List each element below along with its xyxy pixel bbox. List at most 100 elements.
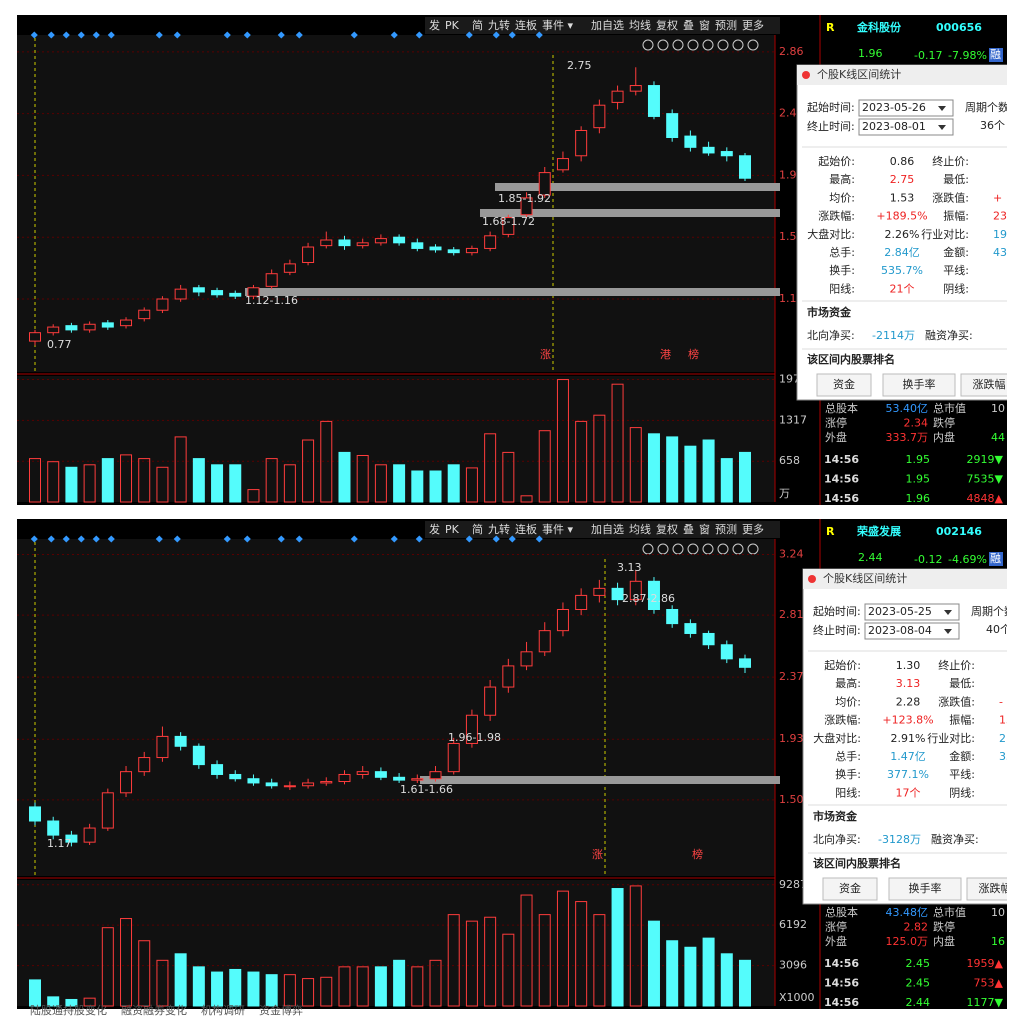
toolbar-button[interactable]: 窗	[699, 522, 710, 536]
date-select[interactable]	[858, 118, 954, 136]
tool-icon[interactable]	[717, 543, 729, 555]
candle-body	[484, 235, 497, 249]
toolbar-button[interactable]: 预测	[715, 19, 737, 32]
toolbar-button[interactable]: 均线	[629, 18, 651, 32]
candle-body	[47, 820, 60, 836]
tab-button[interactable]	[966, 877, 1023, 901]
footer-tab[interactable]: 陆股通持股变化	[30, 1003, 107, 1017]
tool-icon[interactable]	[732, 39, 744, 51]
popup-title: 个股K线区间统计	[817, 67, 901, 81]
volume-bar	[265, 458, 278, 503]
toolbar-button[interactable]: 预测	[715, 523, 737, 536]
stat-label: 大盘对比:	[807, 227, 855, 241]
toolbar-button[interactable]: 发	[429, 522, 440, 536]
tool-icon[interactable]	[642, 543, 654, 555]
date-select[interactable]	[858, 99, 954, 117]
info-cell: 内盘	[933, 934, 955, 948]
date-select[interactable]	[864, 603, 960, 621]
toolbar-button[interactable]: 连板	[515, 522, 537, 536]
toolbar-button[interactable]: 加自选	[591, 19, 624, 32]
tab-button[interactable]	[888, 877, 962, 901]
tool-icon[interactable]	[672, 543, 684, 555]
price-change-pct: -7.98%	[948, 49, 987, 62]
toolbar-button[interactable]: 九转	[488, 18, 510, 32]
candle-body	[65, 834, 78, 843]
tool-icon[interactable]	[672, 39, 684, 51]
tab-button[interactable]	[822, 877, 878, 901]
footer-tab[interactable]: 机构调研	[201, 1003, 245, 1017]
tool-icon[interactable]	[657, 39, 669, 51]
tool-icon[interactable]	[657, 543, 669, 555]
tool-icon[interactable]	[687, 543, 699, 555]
date-select[interactable]	[864, 622, 960, 640]
tab-button[interactable]	[960, 373, 1017, 397]
toolbar-button[interactable]: PK	[445, 19, 460, 32]
section-title: 市场资金	[813, 809, 858, 823]
y-tick-label: 1.50	[779, 793, 804, 806]
price-annotation: 1.61-1.66	[400, 783, 453, 796]
tool-icon[interactable]	[747, 39, 759, 51]
footer-tab[interactable]: 资金博弈	[259, 1003, 303, 1017]
volume-bar	[320, 420, 333, 503]
toolbar	[425, 521, 780, 538]
event-marker	[243, 535, 251, 543]
volume-bar	[647, 433, 660, 503]
toolbar-button[interactable]: 叠	[683, 523, 694, 536]
volume-unit: X1000	[779, 991, 815, 1004]
toolbar-button[interactable]: 简	[472, 522, 483, 536]
candle-body	[211, 764, 224, 775]
toolbar-button[interactable]: 更多	[742, 522, 764, 536]
tool-icon[interactable]	[732, 543, 744, 555]
volume-bar	[156, 466, 169, 503]
toolbar-button[interactable]: 复权	[656, 18, 678, 32]
event-marker	[77, 535, 85, 543]
tab-label[interactable]: 涨跌幅	[973, 377, 1006, 391]
trade-time: 14:56	[824, 453, 859, 466]
candle-body	[575, 129, 588, 157]
tab-button[interactable]	[816, 373, 872, 397]
candle-body	[538, 172, 551, 196]
tool-icon[interactable]	[642, 39, 654, 51]
candle-body	[538, 630, 551, 653]
tool-icon[interactable]	[687, 39, 699, 51]
tab-label[interactable]: 涨跌幅	[979, 881, 1012, 895]
volume-bar	[520, 894, 533, 1007]
price-annotation: 1.96-1.98	[448, 731, 501, 744]
volume-bar	[247, 971, 260, 1007]
tool-icon[interactable]	[747, 543, 759, 555]
toolbar-button[interactable]: 发	[429, 18, 440, 32]
tab-label[interactable]: 换手率	[909, 881, 942, 895]
event-badge: 港	[660, 348, 671, 361]
toolbar-button[interactable]: 连板	[515, 18, 537, 32]
volume-bar	[593, 914, 606, 1007]
section-title: 市场资金	[807, 305, 852, 319]
trade-volume: 1959▲	[967, 957, 1004, 970]
tool-icon[interactable]	[702, 39, 714, 51]
candle-body	[229, 292, 242, 297]
tab-label[interactable]: 换手率	[903, 377, 936, 391]
toolbar-button[interactable]: 简	[472, 18, 483, 32]
section-title: 该区间内股票排名	[813, 856, 901, 870]
toolbar-button[interactable]: 事件 ▾	[542, 19, 573, 32]
tab-label[interactable]: 资金	[833, 377, 855, 391]
toolbar-button[interactable]: 事件 ▾	[542, 523, 573, 536]
y-tick-label: 2.81	[779, 608, 804, 621]
toolbar-button[interactable]: 窗	[699, 18, 710, 32]
tab-label[interactable]: 资金	[839, 881, 861, 895]
candle-body	[702, 146, 715, 154]
trade-price: 1.96	[906, 492, 931, 505]
footer-tab[interactable]: 融资融券变化	[121, 1003, 187, 1017]
field-label: 周期个数	[965, 101, 1009, 114]
toolbar-button[interactable]: 复权	[656, 522, 678, 536]
toolbar-button[interactable]: 加自选	[591, 523, 624, 536]
toolbar-button[interactable]: 更多	[742, 18, 764, 32]
tool-icon[interactable]	[717, 39, 729, 51]
candle-body	[684, 623, 697, 634]
toolbar-button[interactable]: 九转	[488, 522, 510, 536]
tool-icon[interactable]	[702, 543, 714, 555]
volume-bar	[374, 966, 387, 1007]
toolbar-button[interactable]: PK	[445, 523, 460, 536]
tab-button[interactable]	[882, 373, 956, 397]
toolbar-button[interactable]: 均线	[629, 522, 651, 536]
toolbar-button[interactable]: 叠	[683, 19, 694, 32]
